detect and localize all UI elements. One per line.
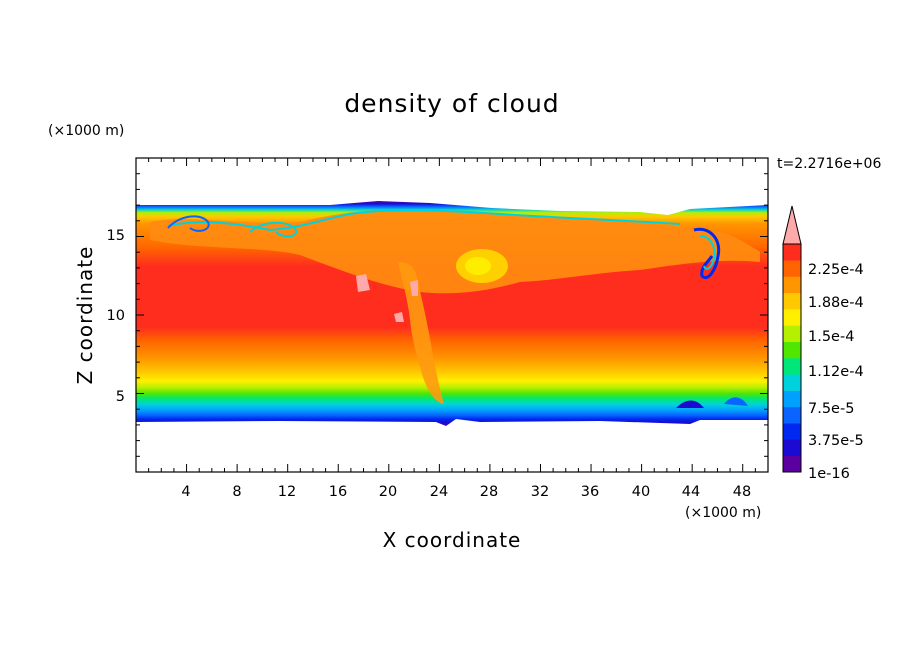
cloud-field bbox=[136, 201, 768, 426]
x-tick-labels: 4 8 12 16 20 24 28 32 36 40 44 48 bbox=[181, 484, 751, 500]
time-label: t=2.2716e+06 bbox=[777, 156, 881, 172]
lower-bump bbox=[676, 400, 704, 408]
y-tick-label: 10 bbox=[107, 308, 125, 324]
x-tick-label: 8 bbox=[232, 484, 241, 500]
x-tick-label: 48 bbox=[733, 484, 751, 500]
x-unit-label: (×1000 m) bbox=[685, 505, 761, 521]
x-tick-label: 28 bbox=[480, 484, 498, 500]
colorbar: 1e-16 3.75e-5 7.5e-5 1.12e-4 1.5e-4 1.88… bbox=[782, 205, 864, 482]
colorbar-label: 1.5e-4 bbox=[808, 329, 854, 345]
colorbar-swatch bbox=[783, 276, 801, 294]
x-tick-label: 20 bbox=[379, 484, 397, 500]
colorbar-label: 1.88e-4 bbox=[808, 295, 864, 311]
colorbar-swatch bbox=[783, 439, 801, 457]
x-tick-label: 24 bbox=[430, 484, 448, 500]
x-tick-label: 16 bbox=[329, 484, 347, 500]
x-tick-label: 44 bbox=[682, 484, 700, 500]
colorbar-frame bbox=[782, 243, 802, 473]
x-axis-label: X coordinate bbox=[383, 528, 522, 552]
y-unit-label: (×1000 m) bbox=[48, 123, 124, 139]
colorbar-swatch bbox=[783, 423, 801, 440]
cloud-top-edge bbox=[167, 209, 681, 232]
axis-ticks bbox=[136, 158, 768, 472]
colorbar-swatches bbox=[783, 244, 801, 473]
colorbar-swatch bbox=[783, 390, 801, 408]
colorbar-label: 1.12e-4 bbox=[808, 364, 864, 380]
colorbar-swatch bbox=[783, 455, 801, 473]
colorbar-swatch bbox=[783, 406, 801, 424]
y-tick-labels: 5 10 15 bbox=[107, 228, 125, 405]
colorbar-swatch bbox=[783, 341, 801, 359]
curl-right bbox=[693, 227, 721, 279]
y-tick-label: 5 bbox=[116, 389, 125, 405]
y-tick-label: 15 bbox=[107, 228, 125, 244]
colorbar-swatch bbox=[783, 309, 801, 326]
x-tick-label: 32 bbox=[531, 484, 549, 500]
colorbar-label: 7.5e-5 bbox=[808, 401, 854, 417]
colorbar-label: 1e-16 bbox=[808, 466, 850, 482]
x-tick-label: 36 bbox=[581, 484, 599, 500]
overflow-spot-1 bbox=[356, 274, 370, 292]
lower-bump-2 bbox=[724, 397, 748, 406]
colorbar-label: 2.25e-4 bbox=[808, 262, 864, 278]
x-tick-label: 12 bbox=[278, 484, 296, 500]
colorbar-overflow-triangle bbox=[782, 205, 802, 245]
curl-left-2 bbox=[249, 221, 298, 238]
colorbar-swatch bbox=[783, 292, 801, 310]
colorbar-label: 3.75e-5 bbox=[808, 433, 864, 449]
curl-left-1 bbox=[167, 215, 210, 232]
colorbar-swatch bbox=[783, 325, 801, 343]
chart-title: density of cloud bbox=[344, 89, 559, 118]
x-tick-label: 4 bbox=[181, 484, 190, 500]
bright-core-inner bbox=[465, 257, 491, 275]
colorbar-swatch bbox=[783, 260, 801, 277]
colorbar-swatch bbox=[783, 358, 801, 375]
x-tick-label: 40 bbox=[632, 484, 650, 500]
colorbar-swatch bbox=[783, 374, 801, 391]
curl-right-inner bbox=[699, 235, 716, 270]
upper-orange-zone bbox=[150, 209, 760, 294]
overflow-spot-3 bbox=[394, 312, 404, 322]
y-axis-label: Z coordinate bbox=[73, 246, 97, 385]
colorbar-swatch bbox=[783, 244, 801, 261]
colorbar-labels: 1e-16 3.75e-5 7.5e-5 1.12e-4 1.5e-4 1.88… bbox=[808, 262, 864, 482]
convective-plume bbox=[398, 262, 444, 404]
overflow-spot-2 bbox=[410, 280, 418, 296]
